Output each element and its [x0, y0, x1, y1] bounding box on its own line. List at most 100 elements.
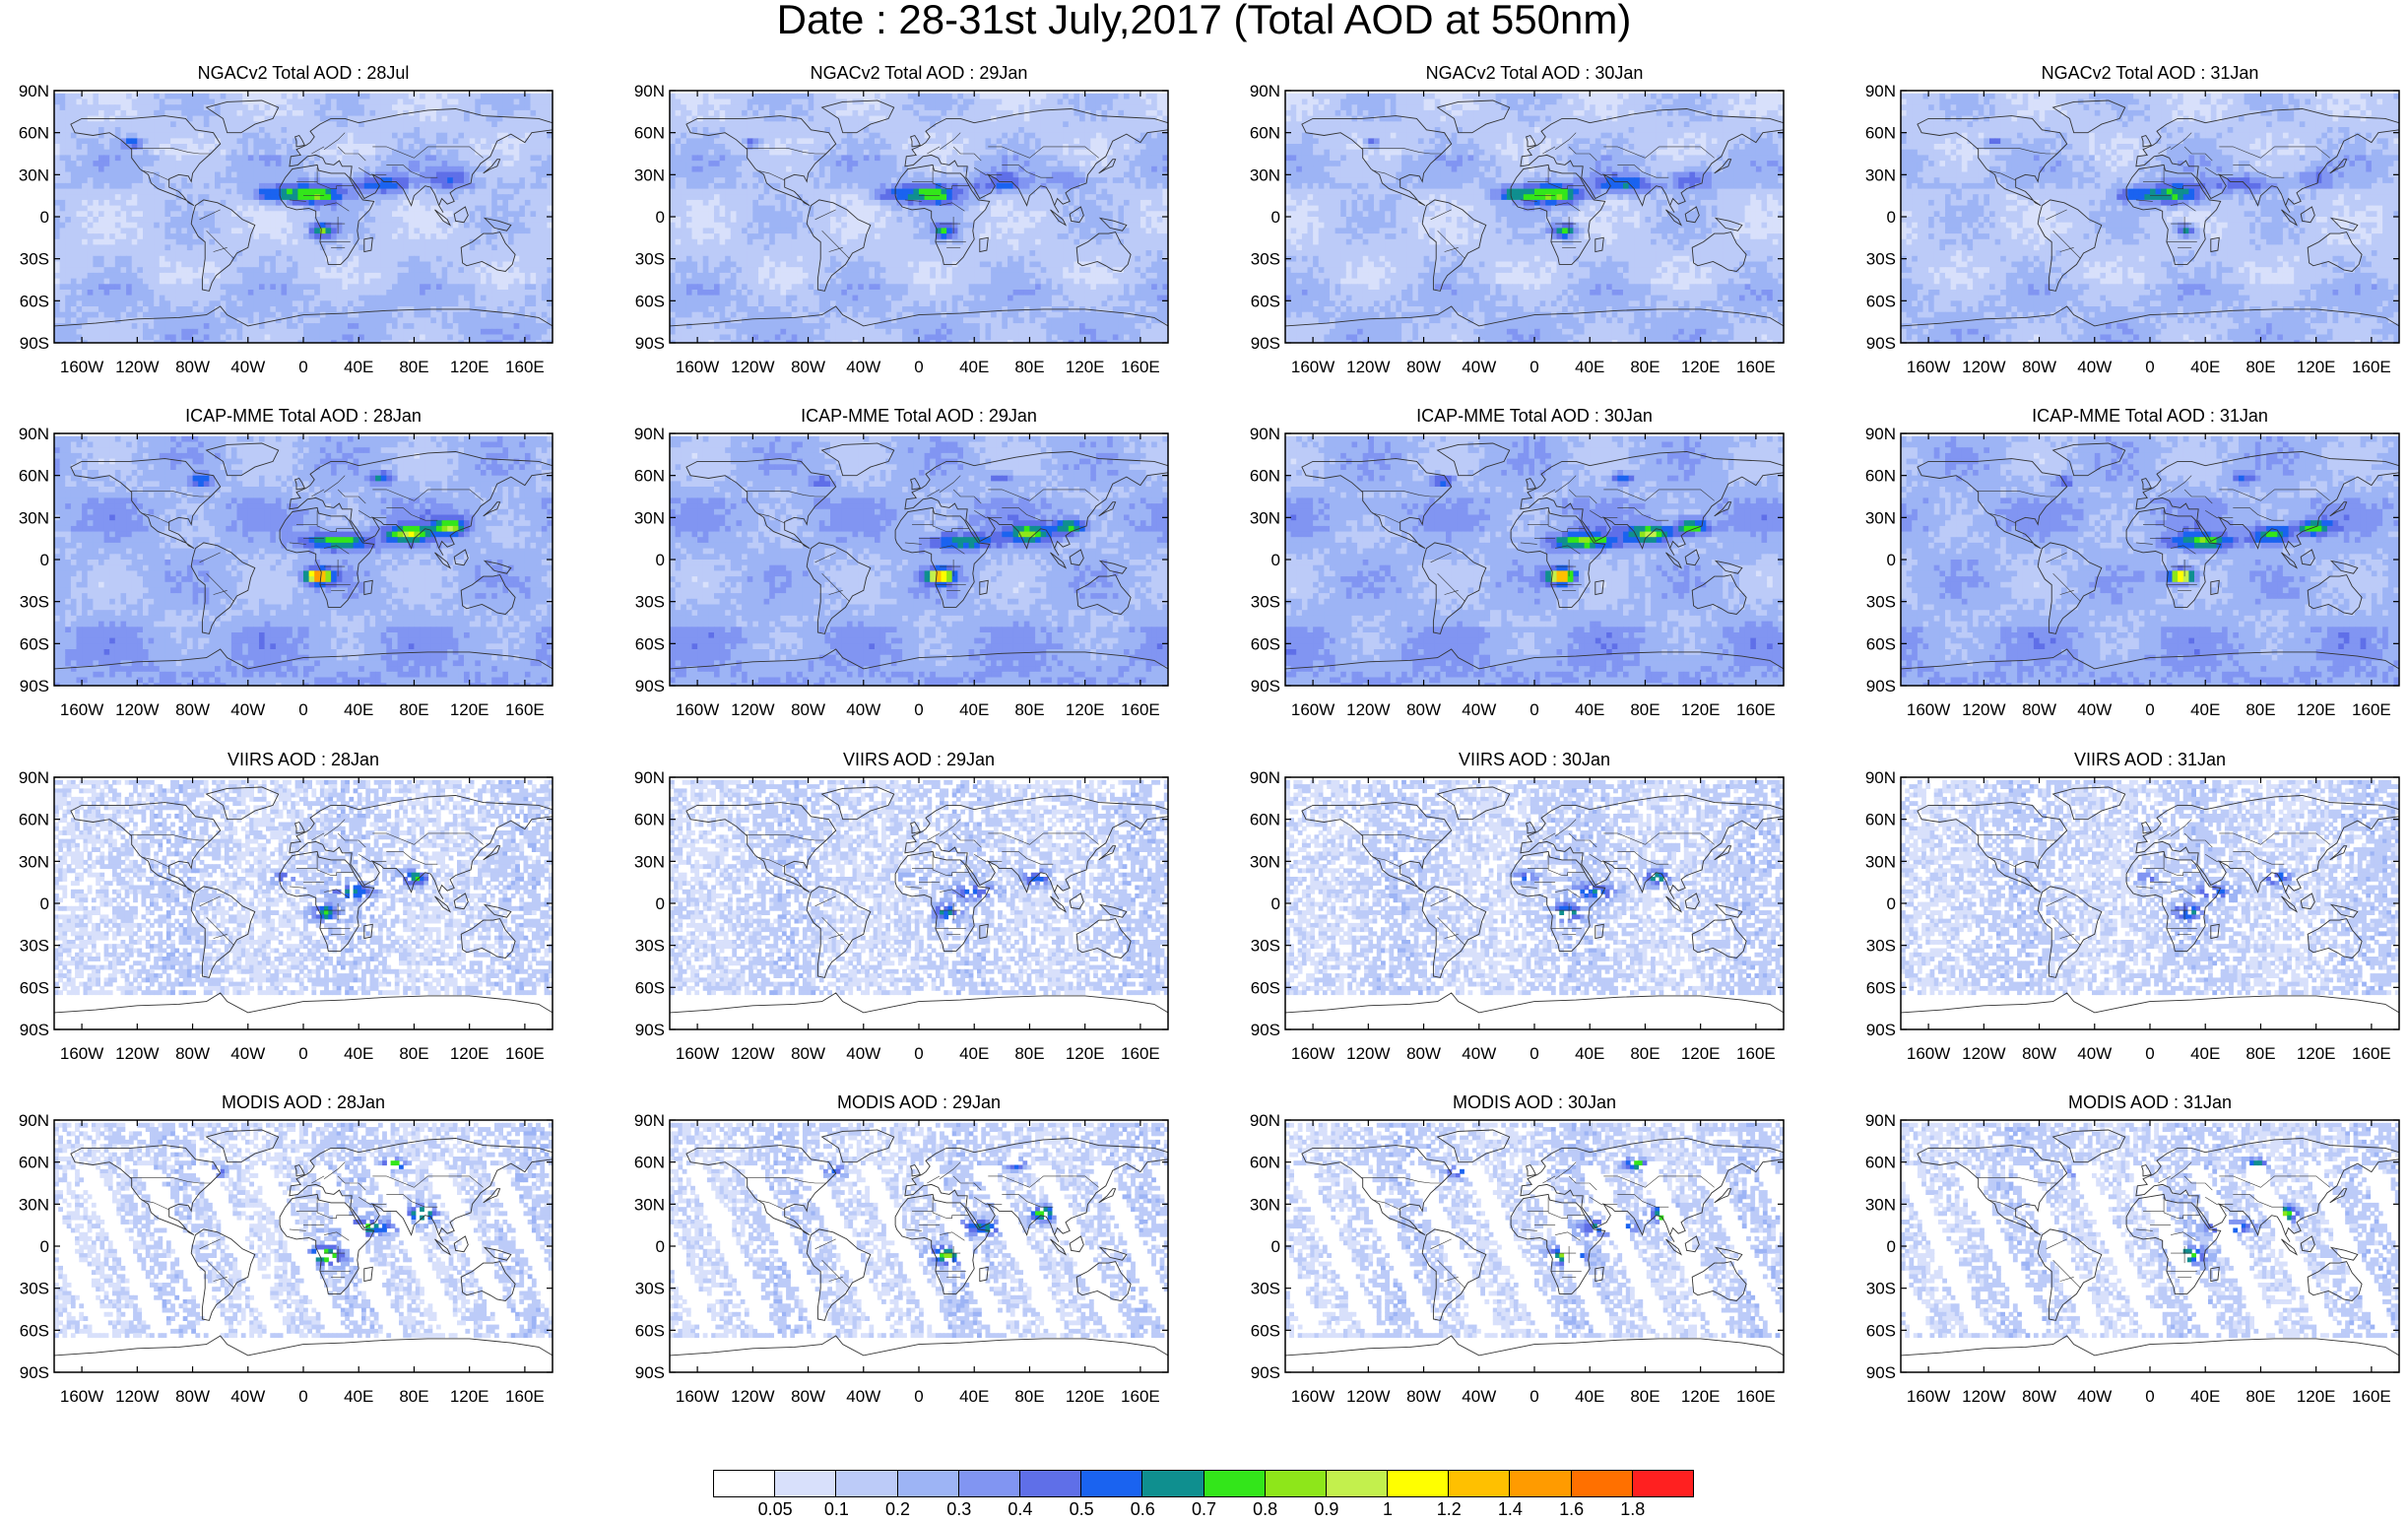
aod-field: [670, 1120, 1169, 1372]
lat-tick-label: 90S: [1866, 334, 1896, 353]
map-panel: ICAP-MME Total AOD : 29Jan 90N 60N 30N 0 30S 6…: [650, 404, 1202, 729]
lat-tick-label: 30S: [20, 937, 49, 956]
lon-tick-label: 160E: [505, 358, 545, 376]
lat-tick-label: 0: [40, 894, 49, 913]
lon-tick-label: 120W: [1346, 358, 1390, 376]
colorbar-label: 0.2: [885, 1499, 910, 1519]
colorbar-label: 0.4: [1008, 1499, 1032, 1519]
lat-tick-label: 60S: [635, 292, 665, 310]
lon-tick-label: 120E: [450, 1044, 489, 1063]
aod-field: [1901, 433, 2400, 690]
colorbar-label: 0.5: [1070, 1499, 1094, 1519]
colorbar-legend: 0.05 0.1 0.2 0.3 0.4 0.5 0.6 0.7 0.8 0.9 1 1.2 1.4 1.…: [714, 1470, 1694, 1519]
lon-tick-label: 120E: [1681, 1387, 1721, 1406]
lat-tick-label: 30S: [635, 937, 665, 956]
lon-tick-label: 80E: [1630, 1044, 1660, 1063]
lat-tick-label: 60S: [1251, 1321, 1280, 1340]
lat-tick-label: 90S: [20, 677, 49, 695]
lat-tick-label: 30N: [1865, 165, 1896, 184]
lat-tick-label: 30S: [1251, 593, 1280, 612]
lat-tick-label: 0: [656, 894, 665, 913]
lon-tick-label: 40W: [846, 700, 880, 719]
map-panel: MODIS AOD : 28Jan 90N 60N 30N 0 30S 60S 90S 160W…: [34, 1091, 586, 1416]
lon-tick-label: 160W: [1291, 358, 1334, 376]
lon-tick-label: 40E: [2190, 700, 2220, 719]
lat-tick-label: 30N: [1865, 852, 1896, 871]
lon-tick-label: 40W: [846, 358, 880, 376]
lat-tick-label: 0: [1271, 551, 1280, 569]
colorbar-label: 0.05: [758, 1499, 793, 1519]
lat-tick-label: 60S: [1251, 978, 1280, 997]
colorbar-label: 1.2: [1437, 1499, 1462, 1519]
colorbar-swatch: [1326, 1470, 1388, 1497]
colorbar-swatch: [1080, 1470, 1142, 1497]
lat-tick-label: 60S: [20, 634, 49, 653]
lon-tick-label: 160W: [60, 700, 103, 719]
lon-tick-label: 80E: [399, 700, 428, 719]
lon-tick-label: 120W: [115, 700, 159, 719]
lon-tick-label: 80W: [1406, 700, 1441, 719]
lon-tick-label: 120E: [1066, 1044, 1105, 1063]
lat-tick-label: 60S: [635, 634, 665, 653]
lat-tick-label: 30N: [1250, 1195, 1280, 1214]
lon-tick-label: 40E: [1575, 358, 1604, 376]
aod-field: [54, 91, 553, 347]
map-panel: VIIRS AOD : 28Jan 90N 60N 30N 0 30S 60S 90S 160W…: [34, 748, 586, 1073]
lon-tick-label: 120E: [1681, 1044, 1721, 1063]
colorbar-label: 0.3: [946, 1499, 971, 1519]
lon-tick-label: 120E: [1681, 700, 1721, 719]
lon-tick-label: 0: [1529, 1387, 1538, 1406]
lon-tick-label: 160W: [60, 358, 103, 376]
lon-tick-label: 120E: [450, 700, 489, 719]
lat-tick-label: 60S: [1866, 1321, 1896, 1340]
lon-tick-label: 160E: [505, 700, 545, 719]
lon-tick-label: 120W: [1346, 700, 1390, 719]
lat-tick-label: 60N: [1865, 811, 1896, 829]
lat-tick-label: 30N: [1250, 165, 1280, 184]
lon-tick-label: 120W: [115, 1044, 159, 1063]
map-panel: VIIRS AOD : 29Jan 90N 60N 30N 0 30S 60S 90S 160W…: [650, 748, 1202, 1073]
colorbar-swatch: [897, 1470, 959, 1497]
lon-tick-label: 120E: [450, 1387, 489, 1406]
lat-tick-label: 0: [1271, 208, 1280, 227]
map-panel: VIIRS AOD : 31Jan 90N 60N 30N 0 30S 60S 90S 160W…: [1881, 748, 2408, 1073]
lat-tick-label: 90S: [635, 1021, 665, 1039]
lat-tick-label: 60S: [635, 1321, 665, 1340]
lon-tick-label: 160E: [1736, 1387, 1776, 1406]
lat-tick-label: 90N: [634, 425, 665, 443]
lon-tick-label: 120E: [450, 358, 489, 376]
lon-tick-label: 0: [298, 700, 307, 719]
lat-tick-label: 60N: [1865, 467, 1896, 486]
aod-field: [1901, 91, 2400, 347]
lat-tick-label: 30N: [634, 508, 665, 527]
lon-tick-label: 120W: [1962, 358, 2005, 376]
lat-tick-label: 60N: [634, 467, 665, 486]
lon-tick-label: 40E: [959, 358, 989, 376]
lat-tick-label: 60S: [1866, 978, 1896, 997]
lon-tick-label: 0: [2145, 1387, 2154, 1406]
map-panel: VIIRS AOD : 30Jan 90N 60N 30N 0 30S 60S 90S 160W…: [1266, 748, 1817, 1073]
lon-tick-label: 80W: [175, 358, 210, 376]
lat-tick-label: 30N: [19, 165, 49, 184]
lat-tick-label: 60S: [1866, 292, 1896, 310]
lat-tick-label: 90S: [1866, 1363, 1896, 1382]
colorbar-label: 0.9: [1314, 1499, 1338, 1519]
lat-tick-label: 30N: [19, 508, 49, 527]
lon-tick-label: 80W: [791, 700, 825, 719]
lat-tick-label: 30S: [1866, 250, 1896, 269]
lat-tick-label: 60N: [634, 811, 665, 829]
lat-tick-label: 90N: [1250, 425, 1280, 443]
lon-tick-label: 120E: [2297, 358, 2336, 376]
lat-tick-label: 90N: [19, 1111, 49, 1130]
colorbar-swatch: [1448, 1470, 1510, 1497]
lon-tick-label: 40W: [230, 1387, 265, 1406]
lon-tick-label: 40W: [2077, 358, 2112, 376]
lon-tick-label: 0: [2145, 700, 2154, 719]
lon-tick-label: 160E: [1121, 358, 1160, 376]
lat-tick-label: 0: [1271, 894, 1280, 913]
lon-tick-label: 120E: [1066, 700, 1105, 719]
